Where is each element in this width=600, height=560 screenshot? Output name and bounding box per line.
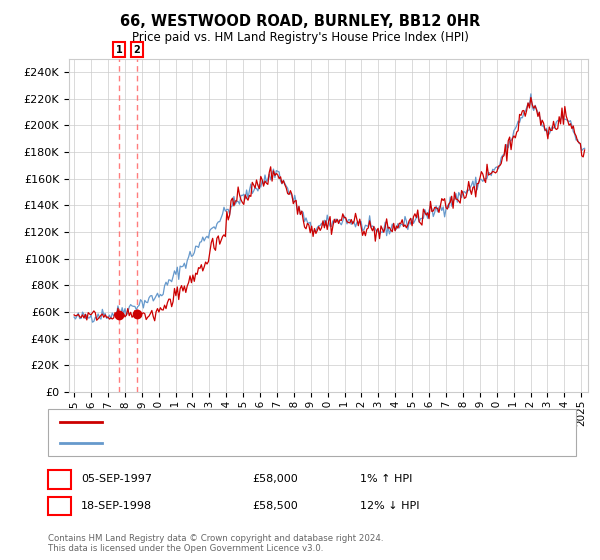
Text: 1: 1 (116, 45, 122, 55)
Text: 2: 2 (56, 501, 63, 511)
Text: HPI: Average price, detached house, Burnley: HPI: Average price, detached house, Burn… (108, 438, 341, 448)
Text: 66, WESTWOOD ROAD, BURNLEY, BB12 0HR: 66, WESTWOOD ROAD, BURNLEY, BB12 0HR (120, 14, 480, 29)
Text: 2: 2 (134, 45, 140, 55)
Text: Price paid vs. HM Land Registry's House Price Index (HPI): Price paid vs. HM Land Registry's House … (131, 31, 469, 44)
Text: 1: 1 (56, 474, 63, 484)
Text: £58,500: £58,500 (252, 501, 298, 511)
Text: 66, WESTWOOD ROAD, BURNLEY, BB12 0HR (detached house): 66, WESTWOOD ROAD, BURNLEY, BB12 0HR (de… (108, 417, 434, 427)
Text: 05-SEP-1997: 05-SEP-1997 (81, 474, 152, 484)
Text: £58,000: £58,000 (252, 474, 298, 484)
Text: 1% ↑ HPI: 1% ↑ HPI (360, 474, 412, 484)
Text: Contains HM Land Registry data © Crown copyright and database right 2024.
This d: Contains HM Land Registry data © Crown c… (48, 534, 383, 553)
Text: 18-SEP-1998: 18-SEP-1998 (81, 501, 152, 511)
Text: 12% ↓ HPI: 12% ↓ HPI (360, 501, 419, 511)
